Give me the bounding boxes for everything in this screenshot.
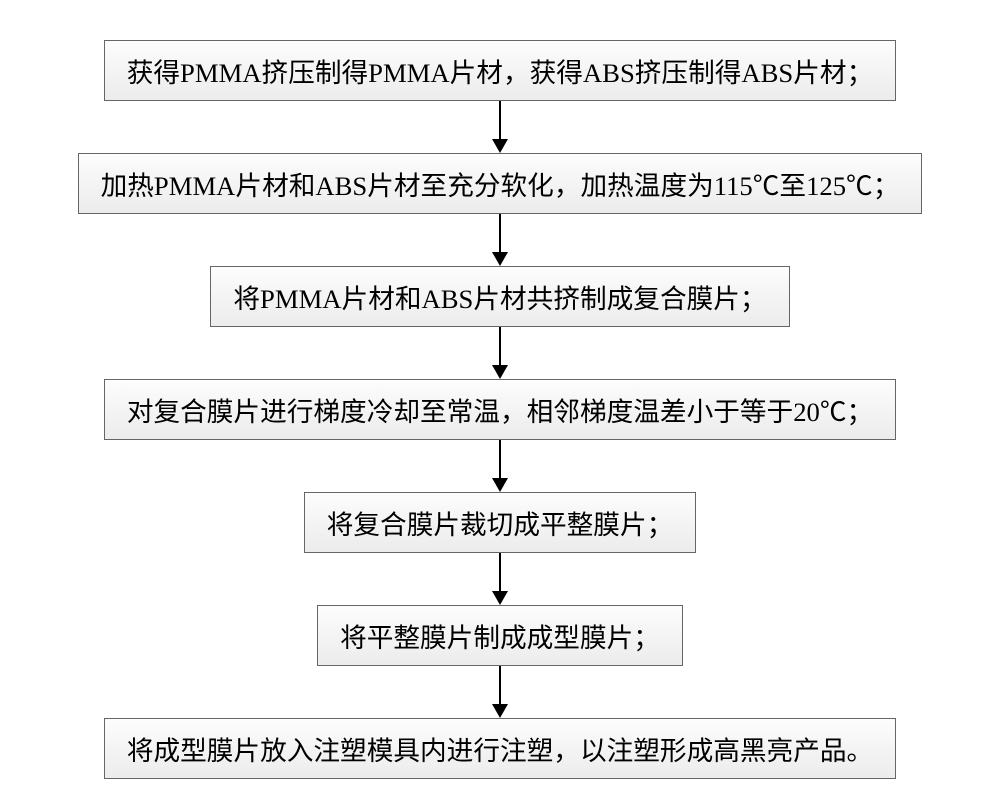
flowchart-step-4: 对复合膜片进行梯度冷却至常温，相邻梯度温差小于等于20℃； <box>104 379 896 440</box>
flowchart-step-6: 将平整膜片制成成型膜片； <box>317 605 683 666</box>
arrow-icon <box>492 553 508 605</box>
flowchart-step-2: 加热PMMA片材和ABS片材至充分软化，加热温度为115℃至125℃； <box>78 153 923 214</box>
arrow-icon <box>492 666 508 718</box>
flowchart-step-5: 将复合膜片裁切成平整膜片； <box>304 492 697 553</box>
flowchart-container: 获得PMMA挤压制得PMMA片材，获得ABS挤压制得ABS片材； 加热PMMA片… <box>0 40 1000 779</box>
arrow-icon <box>492 440 508 492</box>
arrow-icon <box>492 101 508 153</box>
flowchart-step-1: 获得PMMA挤压制得PMMA片材，获得ABS挤压制得ABS片材； <box>104 40 896 101</box>
arrow-icon <box>492 214 508 266</box>
flowchart-step-7: 将成型膜片放入注塑模具内进行注塑，以注塑形成高黑亮产品。 <box>104 718 896 779</box>
flowchart-step-3: 将PMMA片材和ABS片材共挤制成复合膜片； <box>210 266 789 327</box>
arrow-icon <box>492 327 508 379</box>
